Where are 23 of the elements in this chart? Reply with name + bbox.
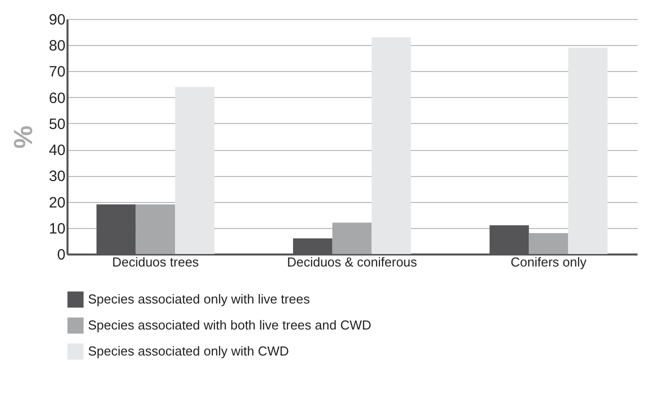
y-tick-label: 10 (48, 220, 66, 238)
bar (332, 222, 372, 254)
y-tick-label: 0 (57, 246, 66, 264)
y-tick-label: 30 (48, 168, 66, 186)
bar (136, 204, 176, 254)
bar (175, 86, 214, 254)
y-tick-label: 50 (48, 116, 66, 133)
y-tick-label: 70 (48, 64, 66, 81)
legend-label: Species associated only with live trees (88, 292, 310, 306)
legend-label: Species associated only with CWD (88, 344, 289, 358)
y-tick-label: 80 (48, 38, 66, 55)
y-tick-label: 60 (48, 90, 66, 107)
legend-label: Species associated with both live trees and CWD (88, 318, 372, 332)
y-axis-title: % (8, 125, 38, 149)
y-tick-label: 90 (48, 12, 66, 28)
x-tick-label: Deciduos trees (112, 254, 200, 270)
bar (372, 37, 411, 254)
x-tick-label: Conifers only (510, 254, 587, 270)
y-tick-label: 20 (48, 194, 66, 212)
bar (568, 48, 608, 254)
x-tick-label: Deciduos & coniferous (286, 254, 418, 270)
bar (528, 233, 568, 254)
y-tick-label: 40 (48, 142, 66, 160)
